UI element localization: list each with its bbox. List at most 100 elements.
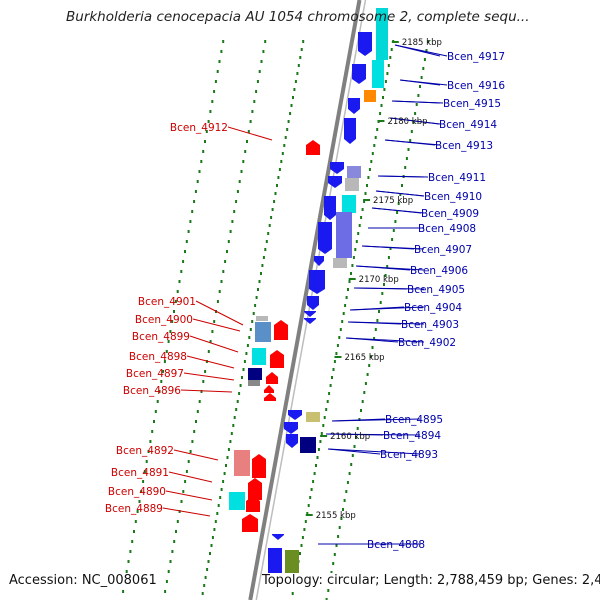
gc-dot-track-2 [187, 230, 190, 233]
gc-dot-track-0 [252, 312, 255, 315]
forward-gene-arrow [318, 222, 332, 254]
label-leader-line [327, 448, 381, 455]
label-leader-line [227, 126, 273, 141]
gc-dot-track-2 [222, 40, 225, 43]
gc-dot-track-1 [251, 110, 254, 113]
gc-dot-track-1 [182, 490, 185, 493]
gc-dot-track-4 [410, 130, 413, 133]
gc-dot-track-2 [127, 560, 130, 563]
gc-dot-track-2 [211, 100, 214, 103]
gc-dot-track-1 [193, 430, 196, 433]
gc-dot-track-0 [214, 520, 217, 523]
gc-dot-track-3 [350, 272, 352, 275]
gc-dot-track-2 [122, 590, 125, 593]
gc-dot-track-4 [330, 571, 333, 574]
gc-dot-track-0 [277, 176, 280, 179]
gc-dot-track-1 [202, 380, 205, 383]
gene-label-reverse: Bcen_4912 [170, 122, 228, 134]
gc-dot-track-3 [354, 248, 357, 251]
gc-dot-track-2 [160, 380, 163, 383]
gc-dot-track-3 [355, 240, 358, 243]
gc-dot-track-3 [329, 384, 332, 387]
gene-label-forward: Bcen_4902 [398, 337, 456, 349]
gc-dot-track-0 [227, 448, 230, 451]
gc-dot-track-1 [175, 530, 177, 533]
gc-dot-track-2 [182, 260, 185, 263]
gc-dot-track-1 [260, 60, 263, 63]
label-leader-line [394, 44, 448, 57]
gc-dot-track-2 [129, 550, 132, 553]
gc-dot-track-3 [291, 592, 294, 595]
gene-label-forward: Bcen_4894 [383, 430, 441, 442]
label-leader-line [162, 507, 211, 517]
gc-dot-track-1 [255, 90, 258, 93]
gc-dot-track-3 [307, 504, 310, 507]
gc-dot-track-3 [367, 176, 370, 179]
gc-dot-track-2 [142, 480, 145, 483]
gc-dot-track-1 [246, 140, 248, 143]
gc-dot-track-0 [242, 368, 245, 371]
gc-dot-track-0 [209, 552, 211, 555]
gc-dot-track-1 [213, 320, 216, 323]
gc-dot-track-2 [162, 370, 165, 373]
gc-dot-track-3 [323, 416, 326, 419]
gc-dot-track-2 [209, 110, 212, 113]
gc-dot-track-3 [390, 48, 393, 51]
gc-dot-track-4 [420, 76, 423, 79]
forward-gene-arrow [358, 32, 372, 56]
gc-dot-track-3 [360, 216, 363, 219]
gc-dot-track-1 [222, 270, 225, 273]
forward-gene-arrow [288, 410, 302, 420]
forward-gene-arrow [309, 270, 325, 294]
gc-dot-track-4 [369, 355, 372, 358]
gc-dot-track-4 [423, 58, 426, 61]
gc-dot-track-4 [366, 373, 369, 376]
gc-dot-track-2 [178, 280, 181, 283]
gc-dot-track-2 [198, 170, 201, 173]
gc-dot-track-4 [401, 184, 403, 187]
gc-dot-track-0 [241, 376, 243, 379]
gc-dot-track-4 [405, 157, 408, 160]
forward-gene-arrow [284, 422, 298, 434]
gc-dot-track-4 [415, 103, 418, 106]
gc-dot-track-1 [240, 170, 243, 173]
reverse-gene-arrow [264, 385, 274, 393]
gc-dot-track-2 [140, 490, 143, 493]
gc-dot-track-4 [353, 445, 356, 448]
gc-dot-track-1 [173, 540, 176, 543]
scale-label: 2160 kbp [330, 432, 370, 442]
gene-label-reverse: Bcen_4890 [108, 486, 166, 498]
gc-dot-track-3 [384, 80, 387, 83]
gc-dot-track-0 [284, 136, 287, 139]
gc-dot-track-1 [189, 450, 192, 453]
gc-dot-track-3 [317, 448, 320, 451]
reverse-gene-arrow [270, 350, 284, 368]
gc-dot-track-1 [236, 190, 239, 193]
gc-dot-track-3 [379, 112, 382, 115]
label-leader-line [389, 117, 440, 125]
gene-label-reverse: Bcen_4889 [105, 503, 163, 515]
gc-dot-track-0 [255, 296, 258, 299]
gc-dot-track-4 [346, 481, 349, 484]
forward-gene-block [364, 90, 376, 102]
gc-dot-track-0 [258, 280, 261, 283]
gc-dot-track-0 [236, 400, 239, 403]
gc-dot-track-4 [363, 391, 366, 394]
gc-dot-track-3 [341, 320, 344, 323]
gc-dot-track-3 [342, 312, 345, 315]
gc-dot-track-1 [218, 290, 221, 293]
gc-dot-track-3 [370, 160, 373, 163]
gene-label-forward: Bcen_4909 [421, 208, 479, 220]
gc-dot-track-0 [239, 384, 242, 387]
gc-dot-track-3 [315, 464, 317, 467]
reverse-gene-arrow [242, 514, 258, 532]
gc-dot-track-0 [238, 392, 241, 395]
gc-dot-track-4 [350, 463, 353, 466]
gc-dot-track-2 [191, 210, 194, 213]
gc-dot-track-2 [165, 350, 168, 353]
gc-dot-track-3 [313, 472, 316, 475]
reverse-gene-arrow [264, 393, 276, 401]
label-leader-line [183, 372, 235, 381]
gc-dot-track-2 [204, 140, 206, 143]
